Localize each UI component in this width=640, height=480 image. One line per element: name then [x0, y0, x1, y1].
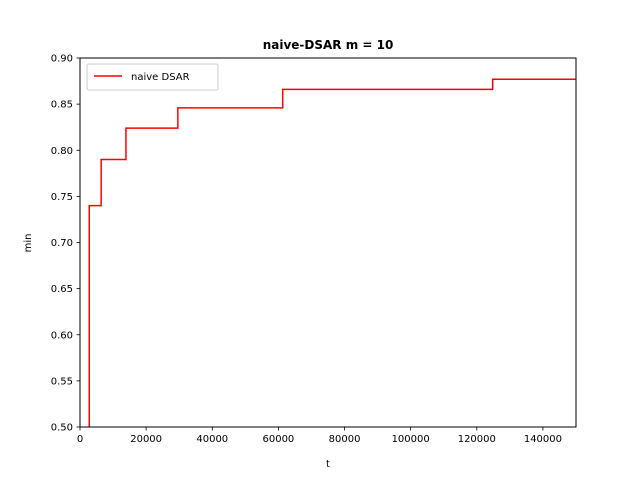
y-tick-label: 0.55: [51, 376, 73, 387]
x-tick-label: 80000: [329, 434, 361, 445]
y-axis: 0.50 0.55 0.60 0.65 0.70 0.75 0.80 0.85 0.90: [51, 54, 80, 434]
y-tick-label: 0.70: [51, 238, 73, 249]
y-tick-label: 0.65: [51, 284, 73, 295]
x-tick-label: 120000: [458, 434, 496, 445]
series-layer: [88, 78, 576, 427]
x-tick-label: 60000: [262, 434, 294, 445]
chart-title: naive-DSAR m = 10: [263, 38, 394, 52]
legend-label-naive-dsar: naive DSAR: [131, 72, 190, 83]
y-tick-label: 0.85: [51, 100, 73, 111]
x-tick-label: 140000: [524, 434, 562, 445]
series-line-naive-dsar: [88, 78, 576, 427]
y-tick-label: 0.90: [51, 54, 73, 65]
legend: naive DSAR: [86, 63, 219, 91]
x-tick-label: 100000: [392, 434, 430, 445]
x-axis-label: t: [326, 459, 330, 470]
x-axis: 0 20000 40000 60000 80000 100000 120000 140000: [77, 427, 562, 445]
y-tick-label: 0.60: [51, 330, 73, 341]
y-tick-label: 0.80: [51, 146, 73, 157]
x-tick-label: 0: [77, 434, 83, 445]
y-tick-label: 0.50: [51, 423, 73, 434]
x-tick-label: 20000: [130, 434, 162, 445]
legend-box: [86, 63, 219, 91]
y-tick-label: 0.75: [51, 192, 73, 203]
x-tick-label: 40000: [196, 434, 228, 445]
y-axis-label: min: [23, 234, 34, 253]
